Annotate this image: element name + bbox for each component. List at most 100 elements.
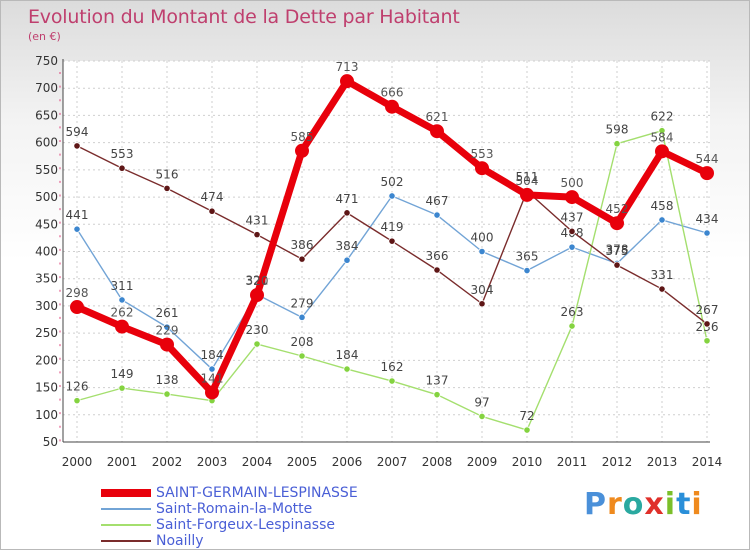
y-tick-label: 150 <box>35 381 58 395</box>
x-tick-label: 2007 <box>377 455 408 469</box>
data-point-saint-romain-la-motte <box>703 229 711 237</box>
logo-letter: r <box>607 487 623 522</box>
data-point-noailly <box>118 164 126 172</box>
data-point-saint-forgeux-lespinasse <box>433 391 441 399</box>
data-point-saint-forgeux-lespinasse <box>343 365 351 373</box>
data-point-noailly <box>568 227 576 235</box>
legend-label: Saint-Forgeux-Lespinasse <box>156 517 335 533</box>
data-label-saint-germain-lespinasse: 452 <box>606 202 629 216</box>
y-tick-label: 100 <box>35 408 58 422</box>
legend-swatch <box>101 508 151 510</box>
data-label-saint-romain-la-motte: 441 <box>66 208 89 222</box>
data-point-saint-germain-lespinasse <box>115 319 129 334</box>
data-label-saint-germain-lespinasse: 713 <box>336 60 359 74</box>
y-tick-label: 450 <box>35 217 58 231</box>
data-point-saint-forgeux-lespinasse <box>118 384 126 392</box>
data-label-saint-germain-lespinasse: 553 <box>471 147 494 161</box>
plot-area <box>63 61 710 442</box>
data-label-saint-forgeux-lespinasse: 162 <box>381 360 404 374</box>
data-point-noailly <box>433 266 441 274</box>
data-label-noailly: 386 <box>291 238 314 252</box>
data-point-saint-germain-lespinasse <box>70 300 84 315</box>
data-label-saint-forgeux-lespinasse: 263 <box>561 305 584 319</box>
data-label-saint-germain-lespinasse: 262 <box>111 306 134 320</box>
legend: SAINT-GERMAIN-LESPINASSE Saint-Romain-la-… <box>101 485 358 549</box>
data-label-noailly: 437 <box>561 210 584 224</box>
y-tick-label: 500 <box>35 190 58 204</box>
data-label-saint-germain-lespinasse: 666 <box>381 86 404 100</box>
data-label-saint-romain-la-motte: 311 <box>111 279 134 293</box>
data-point-saint-forgeux-lespinasse <box>388 377 396 385</box>
data-label-saint-romain-la-motte: 458 <box>651 199 674 213</box>
y-tick-label: 400 <box>35 245 58 259</box>
data-label-noailly: 474 <box>201 190 224 204</box>
data-label-saint-germain-lespinasse: 141 <box>201 371 224 385</box>
y-tick-label: 300 <box>35 299 58 313</box>
x-tick-label: 2002 <box>152 455 183 469</box>
data-point-noailly <box>388 237 396 245</box>
data-point-saint-romain-la-motte <box>433 211 441 219</box>
data-point-saint-germain-lespinasse <box>475 161 489 176</box>
data-point-saint-forgeux-lespinasse <box>253 340 261 348</box>
data-label-saint-forgeux-lespinasse: 149 <box>111 367 134 381</box>
data-label-saint-romain-la-motte: 434 <box>696 212 719 226</box>
logo-letter: i <box>664 487 677 522</box>
data-point-saint-forgeux-lespinasse <box>523 426 531 434</box>
legend-label: SAINT-GERMAIN-LESPINASSE <box>156 485 358 501</box>
data-label-noailly: 431 <box>246 214 269 228</box>
data-point-noailly <box>703 320 711 328</box>
x-tick-label: 2001 <box>107 455 138 469</box>
data-label-saint-germain-lespinasse: 621 <box>426 110 449 124</box>
data-label-noailly: 366 <box>426 249 449 263</box>
unit-label: (en €) <box>28 30 61 43</box>
data-label-noailly: 511 <box>516 170 539 184</box>
y-tick-label: 50 <box>43 435 58 449</box>
data-label-saint-forgeux-lespinasse: 138 <box>156 373 179 387</box>
data-point-saint-romain-la-motte <box>118 296 126 304</box>
data-point-saint-germain-lespinasse <box>295 143 309 158</box>
data-label-saint-romain-la-motte: 400 <box>471 231 494 245</box>
y-tick-label: 550 <box>35 163 58 177</box>
y-tick-label: 350 <box>35 272 58 286</box>
data-point-saint-romain-la-motte <box>478 247 486 256</box>
y-tick-label: 200 <box>35 353 58 367</box>
data-label-saint-romain-la-motte: 184 <box>201 348 224 362</box>
legend-label: Noailly <box>156 533 204 549</box>
legend-item-noailly: Noailly <box>101 533 358 549</box>
data-label-saint-romain-la-motte: 378 <box>606 242 629 256</box>
chart-title: Evolution du Montant de la Dette par Hab… <box>28 6 460 28</box>
data-label-saint-forgeux-lespinasse: 230 <box>246 323 269 337</box>
data-label-saint-forgeux-lespinasse: 97 <box>474 395 489 409</box>
data-point-saint-germain-lespinasse <box>520 187 534 202</box>
y-tick-label: 600 <box>35 136 58 150</box>
data-point-noailly <box>343 209 351 217</box>
legend-swatch <box>101 489 151 497</box>
data-point-saint-forgeux-lespinasse <box>613 140 621 148</box>
data-point-saint-romain-la-motte <box>343 256 351 264</box>
data-label-saint-germain-lespinasse: 298 <box>66 286 89 300</box>
data-label-saint-romain-la-motte: 467 <box>426 194 449 208</box>
data-label-noailly: 304 <box>471 283 494 297</box>
data-point-saint-forgeux-lespinasse <box>298 352 306 360</box>
data-point-saint-romain-la-motte <box>568 243 576 251</box>
data-label-noailly: 375 <box>606 244 629 258</box>
data-point-noailly <box>253 231 261 239</box>
data-label-saint-forgeux-lespinasse: 184 <box>336 348 359 362</box>
y-tick-label: 250 <box>35 326 58 340</box>
data-label-noailly: 471 <box>336 192 359 206</box>
data-point-saint-forgeux-lespinasse <box>568 322 576 330</box>
data-point-noailly <box>613 261 621 269</box>
data-label-saint-romain-la-motte: 261 <box>156 306 179 320</box>
data-point-saint-romain-la-motte <box>208 365 216 373</box>
data-label-saint-germain-lespinasse: 320 <box>246 274 269 288</box>
legend-swatch <box>101 540 151 542</box>
data-point-noailly <box>658 285 666 293</box>
data-point-saint-romain-la-motte <box>388 192 396 200</box>
data-label-saint-germain-lespinasse: 229 <box>156 324 179 338</box>
data-label-saint-germain-lespinasse: 585 <box>291 130 314 144</box>
x-tick-label: 2011 <box>557 455 588 469</box>
logo-letter: o <box>622 487 645 522</box>
data-point-noailly <box>163 184 171 192</box>
